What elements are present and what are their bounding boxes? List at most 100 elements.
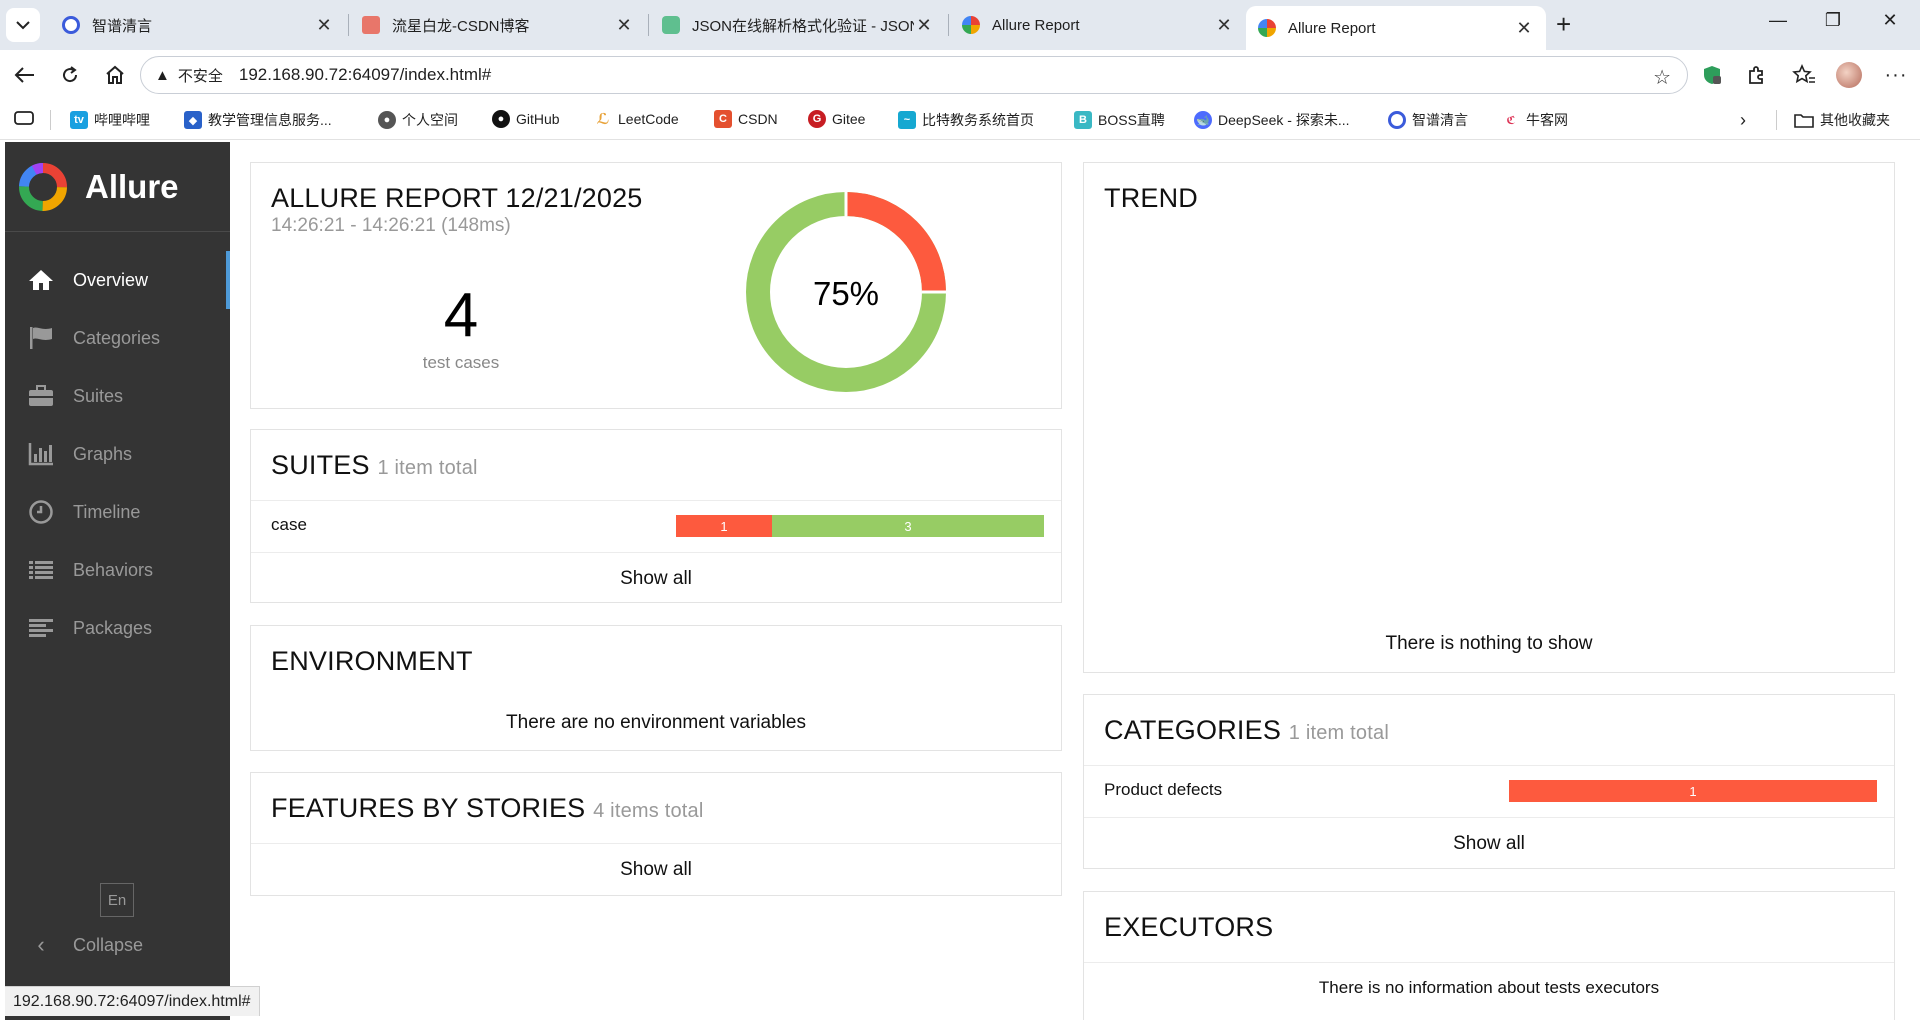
- browser-tab-active[interactable]: Allure Report ✕: [1246, 6, 1546, 50]
- categories-show-all-link[interactable]: Show all: [1453, 833, 1525, 854]
- category-status-bar: 1: [1509, 780, 1877, 802]
- profile-avatar[interactable]: [1836, 62, 1862, 88]
- bookmark-divider: [50, 110, 51, 130]
- browser-tab[interactable]: 智谱清言 ✕: [50, 6, 346, 44]
- restore-button[interactable]: ❐: [1824, 10, 1842, 30]
- language-switch-button[interactable]: En: [100, 883, 134, 917]
- star-icon[interactable]: ☆: [1653, 67, 1671, 89]
- close-icon[interactable]: ✕: [316, 14, 332, 35]
- divider: [1084, 962, 1894, 963]
- tab-label: JSON在线解析格式化验证 - JSON.c: [692, 17, 914, 35]
- browser-tab[interactable]: Allure Report ✕: [950, 6, 1246, 44]
- category-row[interactable]: Product defects 1: [1084, 765, 1894, 817]
- align-left-icon: [27, 615, 55, 641]
- bookmark-item[interactable]: B BOSS直聘: [1074, 110, 1165, 130]
- bookmark-item[interactable]: ℭ 牛客网: [1502, 110, 1568, 130]
- github-icon: ●: [492, 110, 510, 128]
- address-bar[interactable]: ▲ 不安全 192.168.90.72:64097/index.html# ☆: [140, 56, 1688, 94]
- bookmark-label: BOSS直聘: [1098, 112, 1165, 128]
- categories-widget: CATEGORIES 1 item total Product defects …: [1083, 694, 1895, 869]
- sidebar-item-label: Overview: [73, 269, 149, 290]
- sidebar-item-label: Categories: [73, 327, 161, 348]
- sidebar-item-label: Graphs: [73, 443, 133, 464]
- other-bookmarks-button[interactable]: 其他收藏夹: [1794, 110, 1890, 130]
- success-rate-percent: 75%: [812, 275, 880, 312]
- sidebar-item-label: Packages: [73, 617, 153, 638]
- chevron-left-icon: ‹: [37, 932, 45, 957]
- suite-row[interactable]: case 1 3: [251, 500, 1061, 552]
- reload-button[interactable]: [57, 62, 83, 88]
- page-viewport: Allure Overview Categories Suites Graphs…: [5, 142, 1915, 1020]
- browser-tab[interactable]: 流星白龙-CSDN博客 ✕: [350, 6, 646, 44]
- bookmark-divider: [1776, 110, 1777, 130]
- bookmark-item[interactable]: ℒ LeetCode: [594, 110, 679, 128]
- report-title: ALLURE REPORT 12/21/2025: [271, 183, 643, 213]
- new-tab-button[interactable]: +: [1556, 9, 1572, 39]
- environment-widget: ENVIRONMENT There are no environment var…: [250, 625, 1062, 751]
- sidebar-item-graphs[interactable]: Graphs: [5, 425, 230, 483]
- more-menu-button[interactable]: ···: [1884, 63, 1908, 86]
- extension-shield-button[interactable]: [1699, 62, 1725, 88]
- favorites-button[interactable]: [1791, 62, 1817, 88]
- close-icon[interactable]: ✕: [916, 14, 932, 35]
- bookmark-label: 个人空间: [402, 112, 458, 128]
- bookmark-item[interactable]: tv 哔哩哔哩: [70, 110, 150, 130]
- trend-widget: TREND There is nothing to show: [1083, 162, 1895, 673]
- summary-widget: ALLURE REPORT 12/21/2025 14:26:21 - 14:2…: [250, 162, 1062, 409]
- report-time: 14:26:21 - 14:26:21 (148ms): [271, 215, 511, 236]
- suites-show-all-link[interactable]: Show all: [620, 568, 692, 589]
- sidebar-item-label: Timeline: [73, 501, 141, 522]
- sidebar-item-timeline[interactable]: Timeline: [5, 483, 230, 541]
- browser-tab[interactable]: JSON在线解析格式化验证 - JSON.c ✕: [650, 6, 946, 44]
- sidebar-item-suites[interactable]: Suites: [5, 367, 230, 425]
- suite-status-bar: 1 3: [676, 515, 1044, 537]
- chevron-right-icon: ›: [1740, 110, 1746, 130]
- features-show-all-link[interactable]: Show all: [620, 859, 692, 880]
- back-button[interactable]: [12, 62, 38, 88]
- sidebar-item-categories[interactable]: Categories: [5, 309, 230, 367]
- bookmark-item[interactable]: 智谱清言: [1388, 110, 1468, 130]
- failed-segment: 1: [1509, 780, 1877, 802]
- tab-label: Allure Report: [1288, 19, 1376, 37]
- csdn-favicon-icon: [362, 16, 380, 34]
- collapse-button[interactable]: ‹ Collapse: [27, 932, 143, 958]
- features-header: FEATURES BY STORIES 4 items total: [271, 793, 704, 824]
- success-rate-donut: [746, 192, 946, 392]
- tab-strip: 智谱清言 ✕ 流星白龙-CSDN博客 ✕ JSON在线解析格式化验证 - JSO…: [0, 0, 1920, 50]
- suites-subtitle: 1 item total: [377, 457, 478, 479]
- tab-actions-menu-button[interactable]: [6, 8, 40, 42]
- close-icon[interactable]: ✕: [1216, 14, 1232, 35]
- insecure-label: 不安全: [177, 67, 223, 85]
- trend-empty-message: There is nothing to show: [1385, 633, 1593, 654]
- briefcase-icon: [27, 383, 55, 409]
- bookmarks-overflow-button[interactable]: ›: [1740, 110, 1746, 131]
- url-text[interactable]: 192.168.90.72:64097/index.html#: [238, 65, 492, 84]
- home-button[interactable]: [102, 62, 128, 88]
- sidebar-item-packages[interactable]: Packages: [5, 599, 230, 657]
- bookmark-item[interactable]: ~ 比特教务系统首页: [898, 110, 1034, 130]
- extensions-button[interactable]: [1743, 62, 1769, 88]
- minimize-button[interactable]: —: [1769, 10, 1787, 30]
- close-icon[interactable]: ✕: [1516, 17, 1532, 38]
- sidebar-item-overview[interactable]: Overview: [5, 251, 230, 309]
- divider: [251, 500, 1061, 501]
- bookmark-item[interactable]: C CSDN: [714, 110, 778, 128]
- bit-icon: ~: [898, 111, 916, 129]
- bookmark-item[interactable]: ● GitHub: [492, 110, 560, 128]
- bookmark-item[interactable]: 🐋 DeepSeek - 探索未...: [1194, 110, 1350, 130]
- close-icon[interactable]: ✕: [616, 14, 632, 35]
- allure-sidebar: Allure Overview Categories Suites Graphs…: [5, 142, 230, 1020]
- list-icon: [27, 557, 55, 583]
- home-outline-icon: [106, 65, 124, 84]
- collapse-label: Collapse: [73, 934, 144, 955]
- bookmark-item[interactable]: G Gitee: [808, 110, 865, 128]
- bookmark-item[interactable]: ◆ 教学管理信息服务...: [184, 110, 332, 130]
- sidebar-item-behaviors[interactable]: Behaviors: [5, 541, 230, 599]
- folder-icon: [1794, 114, 1814, 128]
- bookmark-label: LeetCode: [618, 111, 679, 127]
- reading-list-button[interactable]: [14, 110, 34, 126]
- close-window-button[interactable]: ✕: [1882, 10, 1898, 30]
- nowcoder-icon: ℭ: [1502, 111, 1520, 129]
- brand[interactable]: Allure: [5, 142, 230, 232]
- bookmark-item[interactable]: ● 个人空间: [378, 110, 458, 130]
